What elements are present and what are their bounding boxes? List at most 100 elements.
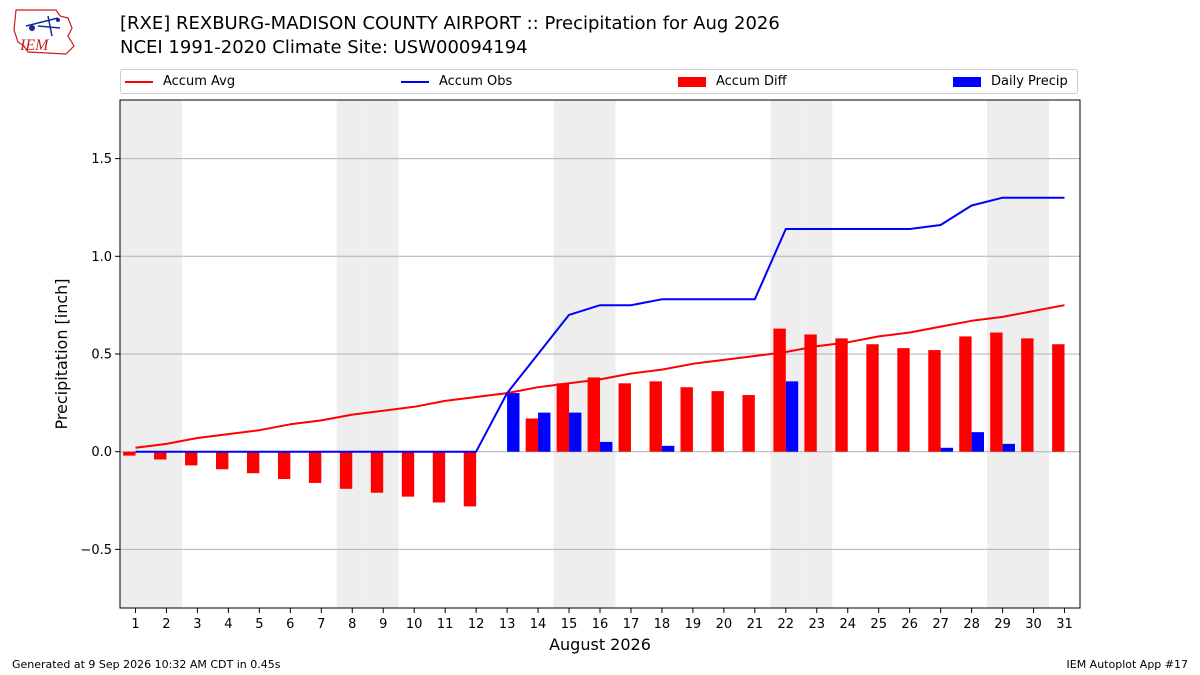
legend-label-daily-precip: Daily Precip — [991, 74, 1068, 89]
chart-title: [RXE] REXBURG-MADISON COUNTY AIRPORT :: … — [120, 12, 780, 60]
x-tick-label: 9 — [379, 617, 387, 632]
x-axis-label: August 2026 — [549, 635, 651, 654]
accum-diff-bar — [432, 451, 446, 503]
accum-diff-bar — [897, 348, 910, 452]
accum-obs-line — [135, 196, 1065, 453]
accum-diff-bar — [680, 387, 693, 452]
chart-legend: Accum Avg Accum Obs Accum Diff Daily Pre… — [120, 69, 1078, 94]
accum-diff-bar — [556, 383, 570, 452]
accum-diff-bar — [618, 383, 631, 452]
accum-diff-bar — [804, 334, 817, 452]
generated-note: Generated at 9 Sep 2026 10:32 AM CDT in … — [12, 658, 281, 671]
accum-diff-bar — [370, 451, 384, 493]
accum-diff-bar — [835, 338, 848, 452]
accum-diff-bar — [463, 451, 477, 507]
y-tick-label: 0.5 — [91, 348, 112, 363]
x-tick-label: 12 — [468, 617, 485, 632]
x-tick-label: 13 — [499, 617, 516, 632]
legend-item-daily-precip: Daily Precip — [953, 70, 1068, 93]
x-tick-label: 18 — [654, 617, 671, 632]
legend-label-accum-obs: Accum Obs — [439, 74, 513, 89]
legend-item-accum-diff: Accum Diff — [678, 70, 787, 93]
x-tick-label: 14 — [530, 617, 547, 632]
x-tick-label: 8 — [348, 617, 356, 632]
title-line-1: [RXE] REXBURG-MADISON COUNTY AIRPORT :: … — [120, 13, 780, 34]
x-tick-label: 5 — [255, 617, 263, 632]
title-line-2: NCEI 1991-2020 Climate Site: USW00094194 — [120, 37, 528, 58]
x-tick-label: 30 — [1025, 617, 1042, 632]
x-tick-label: 29 — [994, 617, 1011, 632]
accum-diff-bar — [649, 381, 662, 452]
daily-precip-bar — [971, 432, 984, 452]
legend-item-accum-obs: Accum Obs — [401, 70, 512, 93]
x-tick-label: 3 — [193, 617, 201, 632]
x-tick-label: 26 — [901, 617, 918, 632]
legend-swatch-accum-avg — [125, 80, 153, 83]
accum-diff-bar — [866, 344, 879, 452]
daily-precip-bar — [1002, 443, 1015, 452]
y-tick-label: −0.5 — [80, 543, 112, 558]
accum-diff-bar — [990, 332, 1003, 452]
legend-label-accum-diff: Accum Diff — [716, 74, 787, 89]
accum-diff-bar — [216, 451, 229, 470]
accum-diff-bar — [1052, 344, 1065, 452]
daily-precip-bar — [600, 441, 613, 452]
x-tick-label: 11 — [437, 617, 454, 632]
x-tick-label: 20 — [716, 617, 733, 632]
daily-precip-bar — [785, 381, 799, 452]
accum-diff-bar — [773, 328, 786, 452]
daily-precip-bar — [661, 445, 675, 452]
y-tick-label: 1.0 — [91, 250, 112, 265]
daily-precip-bar — [538, 412, 551, 452]
daily-precip-bar — [940, 447, 954, 452]
x-tick-label: 6 — [286, 617, 294, 632]
accum-diff-bar — [308, 451, 322, 483]
accum-diff-bar — [401, 451, 415, 497]
accum-diff-bar — [277, 451, 291, 480]
legend-label-accum-avg: Accum Avg — [163, 74, 236, 89]
accum-diff-bar — [185, 451, 198, 466]
x-tick-label: 21 — [747, 617, 764, 632]
legend-swatch-accum-obs — [401, 80, 429, 83]
accum-diff-bar — [525, 418, 539, 452]
daily-precip-bar — [569, 412, 582, 452]
x-tick-label: 31 — [1056, 617, 1073, 632]
accum-avg-line — [135, 304, 1065, 449]
x-tick-label: 1 — [131, 617, 139, 632]
x-tick-label: 22 — [778, 617, 795, 632]
y-axis-label: Precipitation [inch] — [52, 278, 71, 429]
logo-text: IEM — [19, 37, 50, 54]
x-tick-label: 15 — [561, 617, 578, 632]
x-tick-label: 24 — [839, 617, 856, 632]
accum-diff-bar — [928, 350, 941, 452]
accum-diff-bar — [587, 377, 600, 452]
x-tick-label: 16 — [592, 617, 609, 632]
x-tick-label: 19 — [685, 617, 702, 632]
x-tick-label: 2 — [162, 617, 170, 632]
accum-diff-bar — [1021, 338, 1034, 452]
y-tick-label: 0.0 — [91, 445, 112, 460]
accum-diff-bar — [339, 451, 353, 489]
accum-diff-bar — [711, 391, 724, 452]
x-tick-label: 23 — [809, 617, 826, 632]
x-tick-label: 7 — [317, 617, 325, 632]
accum-diff-bar — [154, 451, 167, 460]
x-tick-label: 17 — [623, 617, 640, 632]
x-tick-label: 10 — [406, 617, 423, 632]
y-tick-label: 1.5 — [91, 152, 112, 167]
legend-item-accum-avg: Accum Avg — [125, 70, 235, 93]
app-note: IEM Autoplot App #17 — [1066, 658, 1189, 671]
x-tick-label: 25 — [870, 617, 887, 632]
accum-diff-bar — [959, 336, 972, 452]
legend-swatch-daily-precip — [953, 76, 981, 87]
x-tick-label: 4 — [224, 617, 232, 632]
accum-diff-bar — [123, 451, 136, 456]
daily-precip-bar — [507, 393, 520, 452]
accum-diff-bar — [742, 395, 755, 452]
accum-diff-bar — [246, 451, 260, 474]
x-tick-label: 27 — [932, 617, 949, 632]
x-tick-label: 28 — [963, 617, 980, 632]
legend-swatch-accum-diff — [678, 76, 706, 87]
iem-logo: IEM — [13, 9, 75, 55]
